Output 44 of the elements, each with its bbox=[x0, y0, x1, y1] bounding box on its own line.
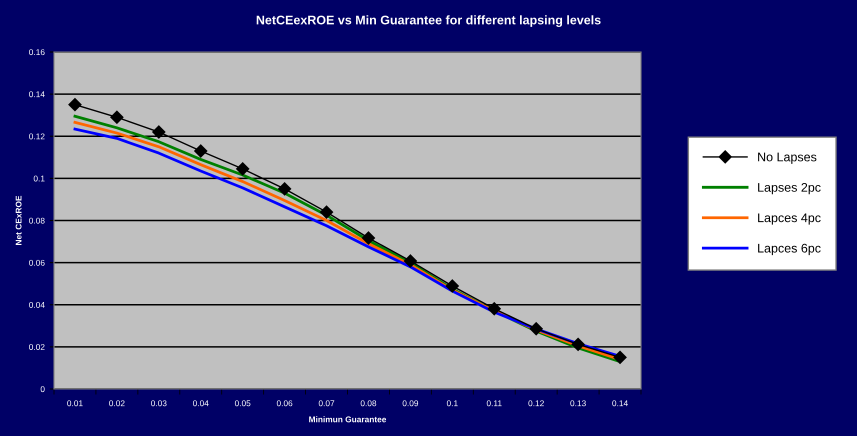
legend-label: Lapces 6pc bbox=[758, 244, 821, 256]
y-tick-label: 0.14 bbox=[29, 91, 45, 98]
x-tick-label: 0.03 bbox=[151, 400, 167, 406]
y-tick-label: 0 bbox=[40, 386, 45, 392]
point bbox=[278, 182, 292, 196]
chart-title: NetCEexROE vs Min Guarantee for different lapsing levels bbox=[256, 15, 601, 27]
point bbox=[320, 205, 334, 219]
x-tick-label: 0.14 bbox=[612, 400, 628, 406]
x-tick-label: 0.01 bbox=[67, 400, 83, 406]
point bbox=[446, 279, 459, 293]
point bbox=[362, 231, 376, 245]
x-tick-label: 0.08 bbox=[360, 400, 376, 406]
x-tick-label: 0.04 bbox=[192, 400, 209, 406]
y-tick-label: 0.02 bbox=[29, 344, 45, 350]
y-tick-label: 0.1 bbox=[34, 176, 45, 182]
x-tick-label: 0.13 bbox=[570, 400, 586, 406]
y-tick-label: 0.12 bbox=[29, 133, 45, 140]
x-tick-label: 0.09 bbox=[402, 400, 418, 406]
y-tick-label: 0.04 bbox=[29, 302, 45, 308]
x-tick-label: 0.05 bbox=[234, 400, 250, 406]
legend-label: Lapces 4pc bbox=[758, 213, 821, 225]
y-tick-label: 0.06 bbox=[29, 260, 45, 266]
point bbox=[152, 125, 166, 139]
x-tick-label: 0.06 bbox=[276, 400, 292, 406]
point bbox=[572, 338, 585, 351]
point bbox=[530, 322, 543, 336]
x-tick-label: 0.02 bbox=[109, 400, 125, 406]
point bbox=[68, 98, 82, 112]
x-tick-label: 0.12 bbox=[528, 400, 544, 406]
x-axis-title: Minimun Guarantee bbox=[309, 416, 386, 422]
y-tick-label: 0.08 bbox=[29, 218, 45, 224]
y-tick-label: 0.16 bbox=[29, 49, 45, 56]
x-tick-label: 0.07 bbox=[318, 400, 334, 406]
point bbox=[110, 110, 124, 124]
point bbox=[236, 162, 250, 176]
legend-label: No Lapses bbox=[758, 152, 816, 164]
point bbox=[488, 302, 501, 316]
point bbox=[404, 254, 417, 268]
point bbox=[613, 350, 627, 364]
x-tick-label: 0.1 bbox=[446, 400, 458, 406]
legend-label: Lapses 2pc bbox=[758, 182, 821, 194]
y-axis-title: Net CExROE bbox=[16, 196, 22, 245]
point bbox=[194, 144, 208, 158]
x-tick-label: 0.11 bbox=[486, 400, 502, 406]
